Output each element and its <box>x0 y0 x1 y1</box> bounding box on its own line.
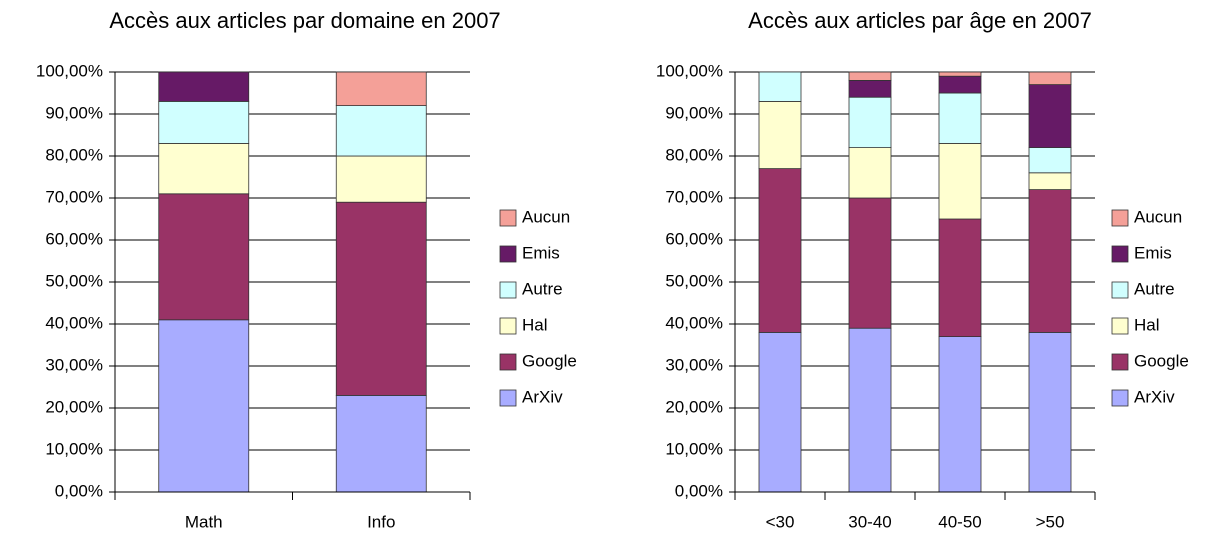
y-tick-label: 20,00% <box>45 397 103 416</box>
y-tick-label: 80,00% <box>45 145 103 164</box>
y-tick-label: 50,00% <box>45 271 103 290</box>
bar-segment <box>848 327 892 493</box>
y-tick-label: 30,00% <box>45 355 103 374</box>
legend-swatch <box>499 317 517 335</box>
bar-segment <box>1028 331 1072 493</box>
bar-segment <box>938 75 982 94</box>
bar-segment <box>848 96 892 148</box>
x-tick-label: <30 <box>766 512 795 531</box>
y-tick-label: 70,00% <box>665 187 723 206</box>
bar-segment <box>335 394 427 493</box>
bar-segment <box>335 105 427 157</box>
x-tick-label: Math <box>185 512 223 531</box>
legend-swatch <box>1111 389 1129 407</box>
legend-label: Autre <box>522 279 563 298</box>
chart-title: Accès aux articles par âge en 2007 <box>748 8 1092 33</box>
y-tick-label: 80,00% <box>665 145 723 164</box>
y-tick-label: 70,00% <box>45 187 103 206</box>
legend-label: Aucun <box>522 207 570 226</box>
legend-swatch <box>1111 317 1129 335</box>
legend-label: ArXiv <box>522 387 563 406</box>
y-tick-label: 90,00% <box>45 103 103 122</box>
y-tick-label: 60,00% <box>665 229 723 248</box>
chart-title: Accès aux articles par domaine en 2007 <box>109 8 500 33</box>
legend-label: Hal <box>522 315 548 334</box>
y-tick-label: 30,00% <box>665 355 723 374</box>
bar-segment <box>158 193 250 321</box>
bar-segment <box>848 147 892 199</box>
legend-label: Google <box>1134 351 1189 370</box>
bar-segment <box>938 92 982 144</box>
bar-segment <box>1028 189 1072 333</box>
legend-swatch <box>499 245 517 263</box>
y-tick-label: 100,00% <box>656 61 723 80</box>
bar-segment <box>1028 147 1072 174</box>
y-tick-label: 10,00% <box>45 439 103 458</box>
legend-swatch <box>499 209 517 227</box>
legend-label: Aucun <box>1134 207 1182 226</box>
bar-segment <box>158 71 250 102</box>
bar-segment <box>848 71 892 81</box>
legend-label: Google <box>522 351 577 370</box>
bar-segment <box>335 201 427 396</box>
bar-segment <box>158 319 250 493</box>
bar-segment <box>848 80 892 98</box>
bar-segment <box>758 71 802 102</box>
legend-swatch <box>1111 353 1129 371</box>
legend-swatch <box>499 389 517 407</box>
y-tick-label: 90,00% <box>665 103 723 122</box>
bar-segment <box>335 71 427 106</box>
bar-segment <box>335 155 427 203</box>
y-tick-label: 100,00% <box>36 61 103 80</box>
bar-segment <box>1028 172 1072 191</box>
y-tick-label: 40,00% <box>45 313 103 332</box>
bar-segment <box>758 101 802 169</box>
x-tick-label: 30-40 <box>848 512 891 531</box>
y-tick-label: 40,00% <box>665 313 723 332</box>
bar-segment <box>1028 84 1072 148</box>
legend-label: Hal <box>1134 315 1160 334</box>
bar-segment <box>938 71 982 77</box>
legend-label: Emis <box>522 243 560 262</box>
legend-label: ArXiv <box>1134 387 1175 406</box>
y-tick-label: 50,00% <box>665 271 723 290</box>
x-tick-label: >50 <box>1036 512 1065 531</box>
bar-segment <box>938 218 982 337</box>
y-tick-label: 20,00% <box>665 397 723 416</box>
x-tick-label: 40-50 <box>938 512 981 531</box>
legend-swatch <box>1111 245 1129 263</box>
bar-segment <box>758 331 802 493</box>
y-tick-label: 0,00% <box>675 481 723 500</box>
y-tick-label: 0,00% <box>55 481 103 500</box>
legend-swatch <box>499 281 517 299</box>
bar-segment <box>158 142 250 195</box>
bar-segment <box>938 336 982 493</box>
legend-label: Emis <box>1134 243 1172 262</box>
bar-segment <box>158 101 250 144</box>
y-tick-label: 60,00% <box>45 229 103 248</box>
bar-segment <box>938 142 982 220</box>
legend-swatch <box>1111 209 1129 227</box>
y-tick-label: 10,00% <box>665 439 723 458</box>
legend-swatch <box>499 353 517 371</box>
legend-label: Autre <box>1134 279 1175 298</box>
bar-segment <box>758 168 802 333</box>
bar-segment <box>848 197 892 329</box>
x-tick-label: Info <box>367 512 395 531</box>
legend-swatch <box>1111 281 1129 299</box>
bar-segment <box>1028 71 1072 86</box>
